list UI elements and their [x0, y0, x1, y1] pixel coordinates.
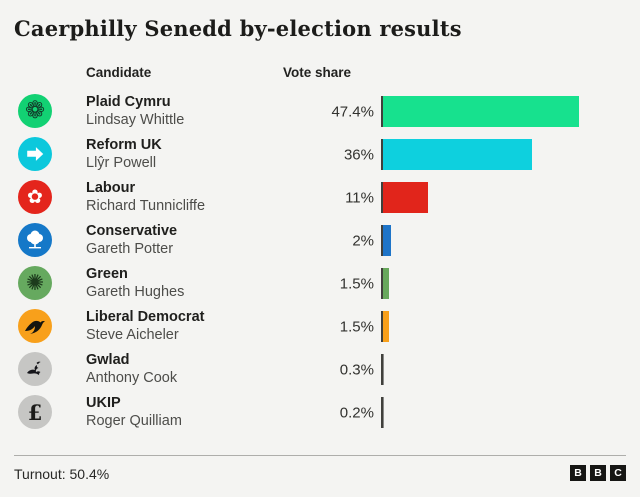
- result-row-green: ✺ Green Gareth Hughes 1.5%: [0, 262, 640, 305]
- vote-bar: [383, 397, 384, 428]
- result-row-plaid-cymru: ❁ Plaid Cymru Lindsay Whittle 47.4%: [0, 90, 640, 133]
- result-row-ukip: £ UKIP Roger Quilliam 0.2%: [0, 391, 640, 434]
- result-row-liberal-democrat: Liberal Democrat Steve Aicheler 1.5%: [0, 305, 640, 348]
- reform-uk-arrow-icon: [18, 137, 52, 171]
- candidate-name: Lindsay Whittle: [86, 112, 185, 129]
- candidate-name: Steve Aicheler: [86, 327, 179, 344]
- party-name: Liberal Democrat: [86, 308, 205, 325]
- candidate-name: Llŷr Powell: [86, 155, 157, 172]
- result-row-labour: ✿ Labour Richard Tunnicliffe 11%: [0, 176, 640, 219]
- party-name: UKIP: [86, 394, 121, 411]
- bar-track: [381, 96, 628, 127]
- candidate-name: Richard Tunnicliffe: [86, 198, 206, 215]
- vote-bar: [383, 225, 392, 256]
- bar-track: [381, 354, 628, 385]
- party-name: Reform UK: [86, 136, 162, 153]
- vote-share-label: 36%: [343, 146, 374, 163]
- bar-track: [381, 311, 628, 342]
- party-name: Green: [86, 265, 128, 282]
- bbc-logo: B B C: [570, 465, 626, 481]
- bar-track: [381, 182, 628, 213]
- candidate-name: Gareth Potter: [86, 241, 174, 258]
- footer-divider: [14, 455, 626, 456]
- column-header-vote-share: Vote share: [283, 65, 352, 80]
- result-row-gwlad: Gwlad Anthony Cook 0.3%: [0, 348, 640, 391]
- vote-share-label: 0.3%: [339, 361, 374, 378]
- vote-bar: [383, 96, 579, 127]
- plaid-cymru-flower-icon: ❁: [18, 94, 52, 128]
- vote-share-label: 2%: [352, 232, 374, 249]
- party-name: Plaid Cymru: [86, 93, 171, 110]
- candidate-name: Roger Quilliam: [86, 413, 182, 430]
- bar-track: [381, 139, 628, 170]
- party-name: Gwlad: [86, 351, 130, 368]
- column-headers: Candidate Vote share: [0, 65, 640, 83]
- vote-share-label: 11%: [345, 189, 374, 206]
- vote-share-label: 47.4%: [331, 103, 374, 120]
- vote-share-label: 0.2%: [339, 404, 374, 421]
- candidate-name: Anthony Cook: [86, 370, 178, 387]
- conservative-tree-icon: [18, 223, 52, 257]
- candidate-name: Gareth Hughes: [86, 284, 185, 301]
- gwlad-dragon-icon: [18, 352, 52, 386]
- bar-track: [381, 225, 628, 256]
- turnout-label: Turnout: 50.4%: [14, 466, 110, 482]
- bbc-logo-block: B: [590, 465, 606, 481]
- page-title: Caerphilly Senedd by-election results: [14, 16, 462, 41]
- result-row-reform-uk: Reform UK Llŷr Powell 36%: [0, 133, 640, 176]
- vote-bar: [383, 139, 532, 170]
- green-sunflower-icon: ✺: [18, 266, 52, 300]
- vote-bar: [383, 268, 390, 299]
- bbc-logo-block: C: [610, 465, 626, 481]
- ukip-pound-icon: £: [18, 395, 52, 429]
- bar-track: [381, 268, 628, 299]
- bar-track: [381, 397, 628, 428]
- party-name: Labour: [86, 179, 136, 196]
- vote-bar: [383, 311, 390, 342]
- party-name: Conservative: [86, 222, 178, 239]
- vote-share-label: 1.5%: [339, 275, 374, 292]
- vote-bar: [383, 182, 429, 213]
- results-chart: ❁ Plaid Cymru Lindsay Whittle 47.4% Refo…: [0, 90, 640, 434]
- bbc-logo-block: B: [570, 465, 586, 481]
- column-header-candidate: Candidate: [86, 65, 152, 80]
- vote-bar: [383, 354, 385, 385]
- labour-rose-icon: ✿: [18, 180, 52, 214]
- result-row-conservative: Conservative Gareth Potter 2%: [0, 219, 640, 262]
- vote-share-label: 1.5%: [339, 318, 374, 335]
- libdem-bird-icon: [18, 309, 52, 343]
